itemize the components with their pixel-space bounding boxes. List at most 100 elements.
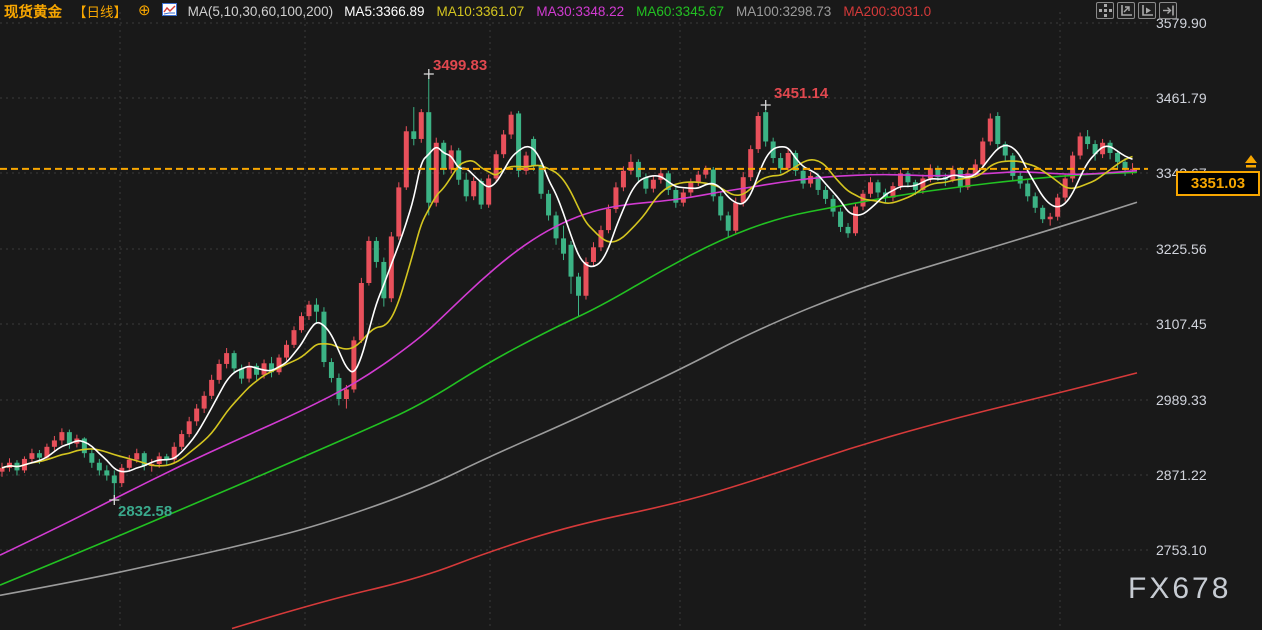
- candle-body: [276, 357, 282, 373]
- candle-body: [351, 340, 357, 390]
- axis-label: 2989.33: [1156, 392, 1207, 408]
- candle-body: [51, 440, 57, 447]
- candle-body: [231, 353, 237, 369]
- candle-body: [897, 173, 903, 187]
- candle-body: [650, 179, 656, 189]
- candle-body: [254, 365, 260, 375]
- ma-settings-label[interactable]: MA(5,10,30,60,100,200): [187, 3, 334, 19]
- ma-value-1: MA5:3366.89: [344, 3, 425, 19]
- candle-body: [239, 368, 245, 379]
- candle-body: [703, 169, 709, 175]
- candle-body: [186, 421, 192, 435]
- candle-body: [905, 173, 911, 183]
- candle-body: [463, 179, 469, 197]
- candle-body: [89, 453, 95, 463]
- candle-body: [36, 453, 42, 458]
- grid-lines: [0, 12, 1148, 630]
- candle-body: [216, 363, 222, 380]
- candle-body: [1107, 142, 1113, 153]
- candle-body: [546, 193, 552, 216]
- candle-body: [1100, 142, 1106, 155]
- candle-body: [284, 344, 290, 358]
- candles-layer[interactable]: [0, 74, 1136, 500]
- candle-body: [478, 181, 484, 205]
- candle-body: [448, 150, 454, 170]
- candle-body: [388, 236, 394, 299]
- axis-label: 3225.56: [1156, 241, 1207, 257]
- chart-toolbar: [1096, 2, 1177, 19]
- candle-body: [418, 112, 424, 139]
- exit-chart-icon: [1162, 5, 1174, 16]
- pan-tool-button[interactable]: [1096, 2, 1114, 19]
- moving-averages-layer: [0, 144, 1138, 630]
- candle-body: [628, 161, 634, 171]
- exit-chart-button[interactable]: [1159, 2, 1177, 19]
- mini-chart-icon[interactable]: [161, 3, 177, 19]
- candle-body: [373, 240, 379, 262]
- candle-body: [778, 158, 784, 169]
- candle-body: [426, 112, 432, 203]
- candle-body: [972, 164, 978, 174]
- candle-body: [1092, 144, 1098, 155]
- candle-body: [710, 169, 716, 197]
- candle-body: [1010, 155, 1016, 176]
- chart-plot-area[interactable]: [0, 22, 1148, 630]
- auto-play-scale-button[interactable]: [1138, 2, 1156, 19]
- candle-body: [336, 377, 342, 400]
- candle-body: [224, 353, 230, 364]
- candle-body: [343, 389, 349, 400]
- candle-body: [306, 304, 312, 317]
- timeframe-label[interactable]: 【日线】: [73, 5, 127, 20]
- auto-play-scale-icon: [1141, 5, 1153, 16]
- candle-body: [321, 311, 327, 363]
- left-scale-button[interactable]: [1117, 2, 1135, 19]
- candle-body: [538, 165, 544, 194]
- candle-body: [987, 118, 993, 142]
- candle-body: [441, 142, 447, 170]
- candle-body: [0, 467, 5, 472]
- candle-body: [935, 168, 941, 178]
- ma-line-ma5: [1, 144, 1133, 473]
- candle-body: [965, 173, 971, 188]
- candle-body: [755, 115, 761, 150]
- axis-label: 3579.90: [1156, 15, 1207, 31]
- candle-body: [298, 316, 304, 331]
- candle-body: [179, 434, 185, 447]
- candle-body: [381, 261, 387, 299]
- annotation-label: 3451.14: [774, 85, 829, 102]
- candle-body: [867, 182, 873, 194]
- annotation-1: 3451.14: [760, 85, 829, 110]
- candle-body: [291, 330, 297, 345]
- candle-body: [313, 304, 319, 312]
- candle-body: [1085, 136, 1091, 145]
- candle-body: [126, 459, 132, 468]
- latest-price-arrow-icon[interactable]: [1245, 155, 1257, 168]
- ma-values: MA5:3366.89 MA10:3361.07 MA30:3348.22 MA60:…: [344, 4, 931, 19]
- ma-line-ma200: [231, 372, 1138, 630]
- candle-body: [561, 238, 567, 254]
- candle-body: [845, 226, 851, 234]
- ma-value-2: MA10:3361.07: [436, 3, 525, 19]
- add-indicator-icon[interactable]: ⊕: [138, 2, 151, 19]
- candle-body: [1032, 196, 1038, 208]
- annotation-label: 2832.58: [118, 503, 172, 520]
- candle-body: [411, 131, 417, 139]
- candle-body: [1077, 136, 1083, 156]
- candle-body: [620, 170, 626, 188]
- candle-body: [725, 215, 731, 231]
- candle-body: [890, 186, 896, 198]
- candle-body: [194, 408, 200, 422]
- candle-body: [995, 115, 1001, 145]
- candle-body: [171, 446, 177, 460]
- candle-body: [1130, 168, 1136, 170]
- candle-body: [793, 152, 799, 171]
- candle-body: [748, 149, 754, 178]
- candle-body: [111, 475, 117, 484]
- axis-label: 2871.22: [1156, 467, 1207, 483]
- candle-body: [471, 181, 477, 197]
- annotation-0: 3499.83: [423, 57, 487, 79]
- candle-body: [134, 453, 140, 460]
- candle-body: [96, 462, 102, 471]
